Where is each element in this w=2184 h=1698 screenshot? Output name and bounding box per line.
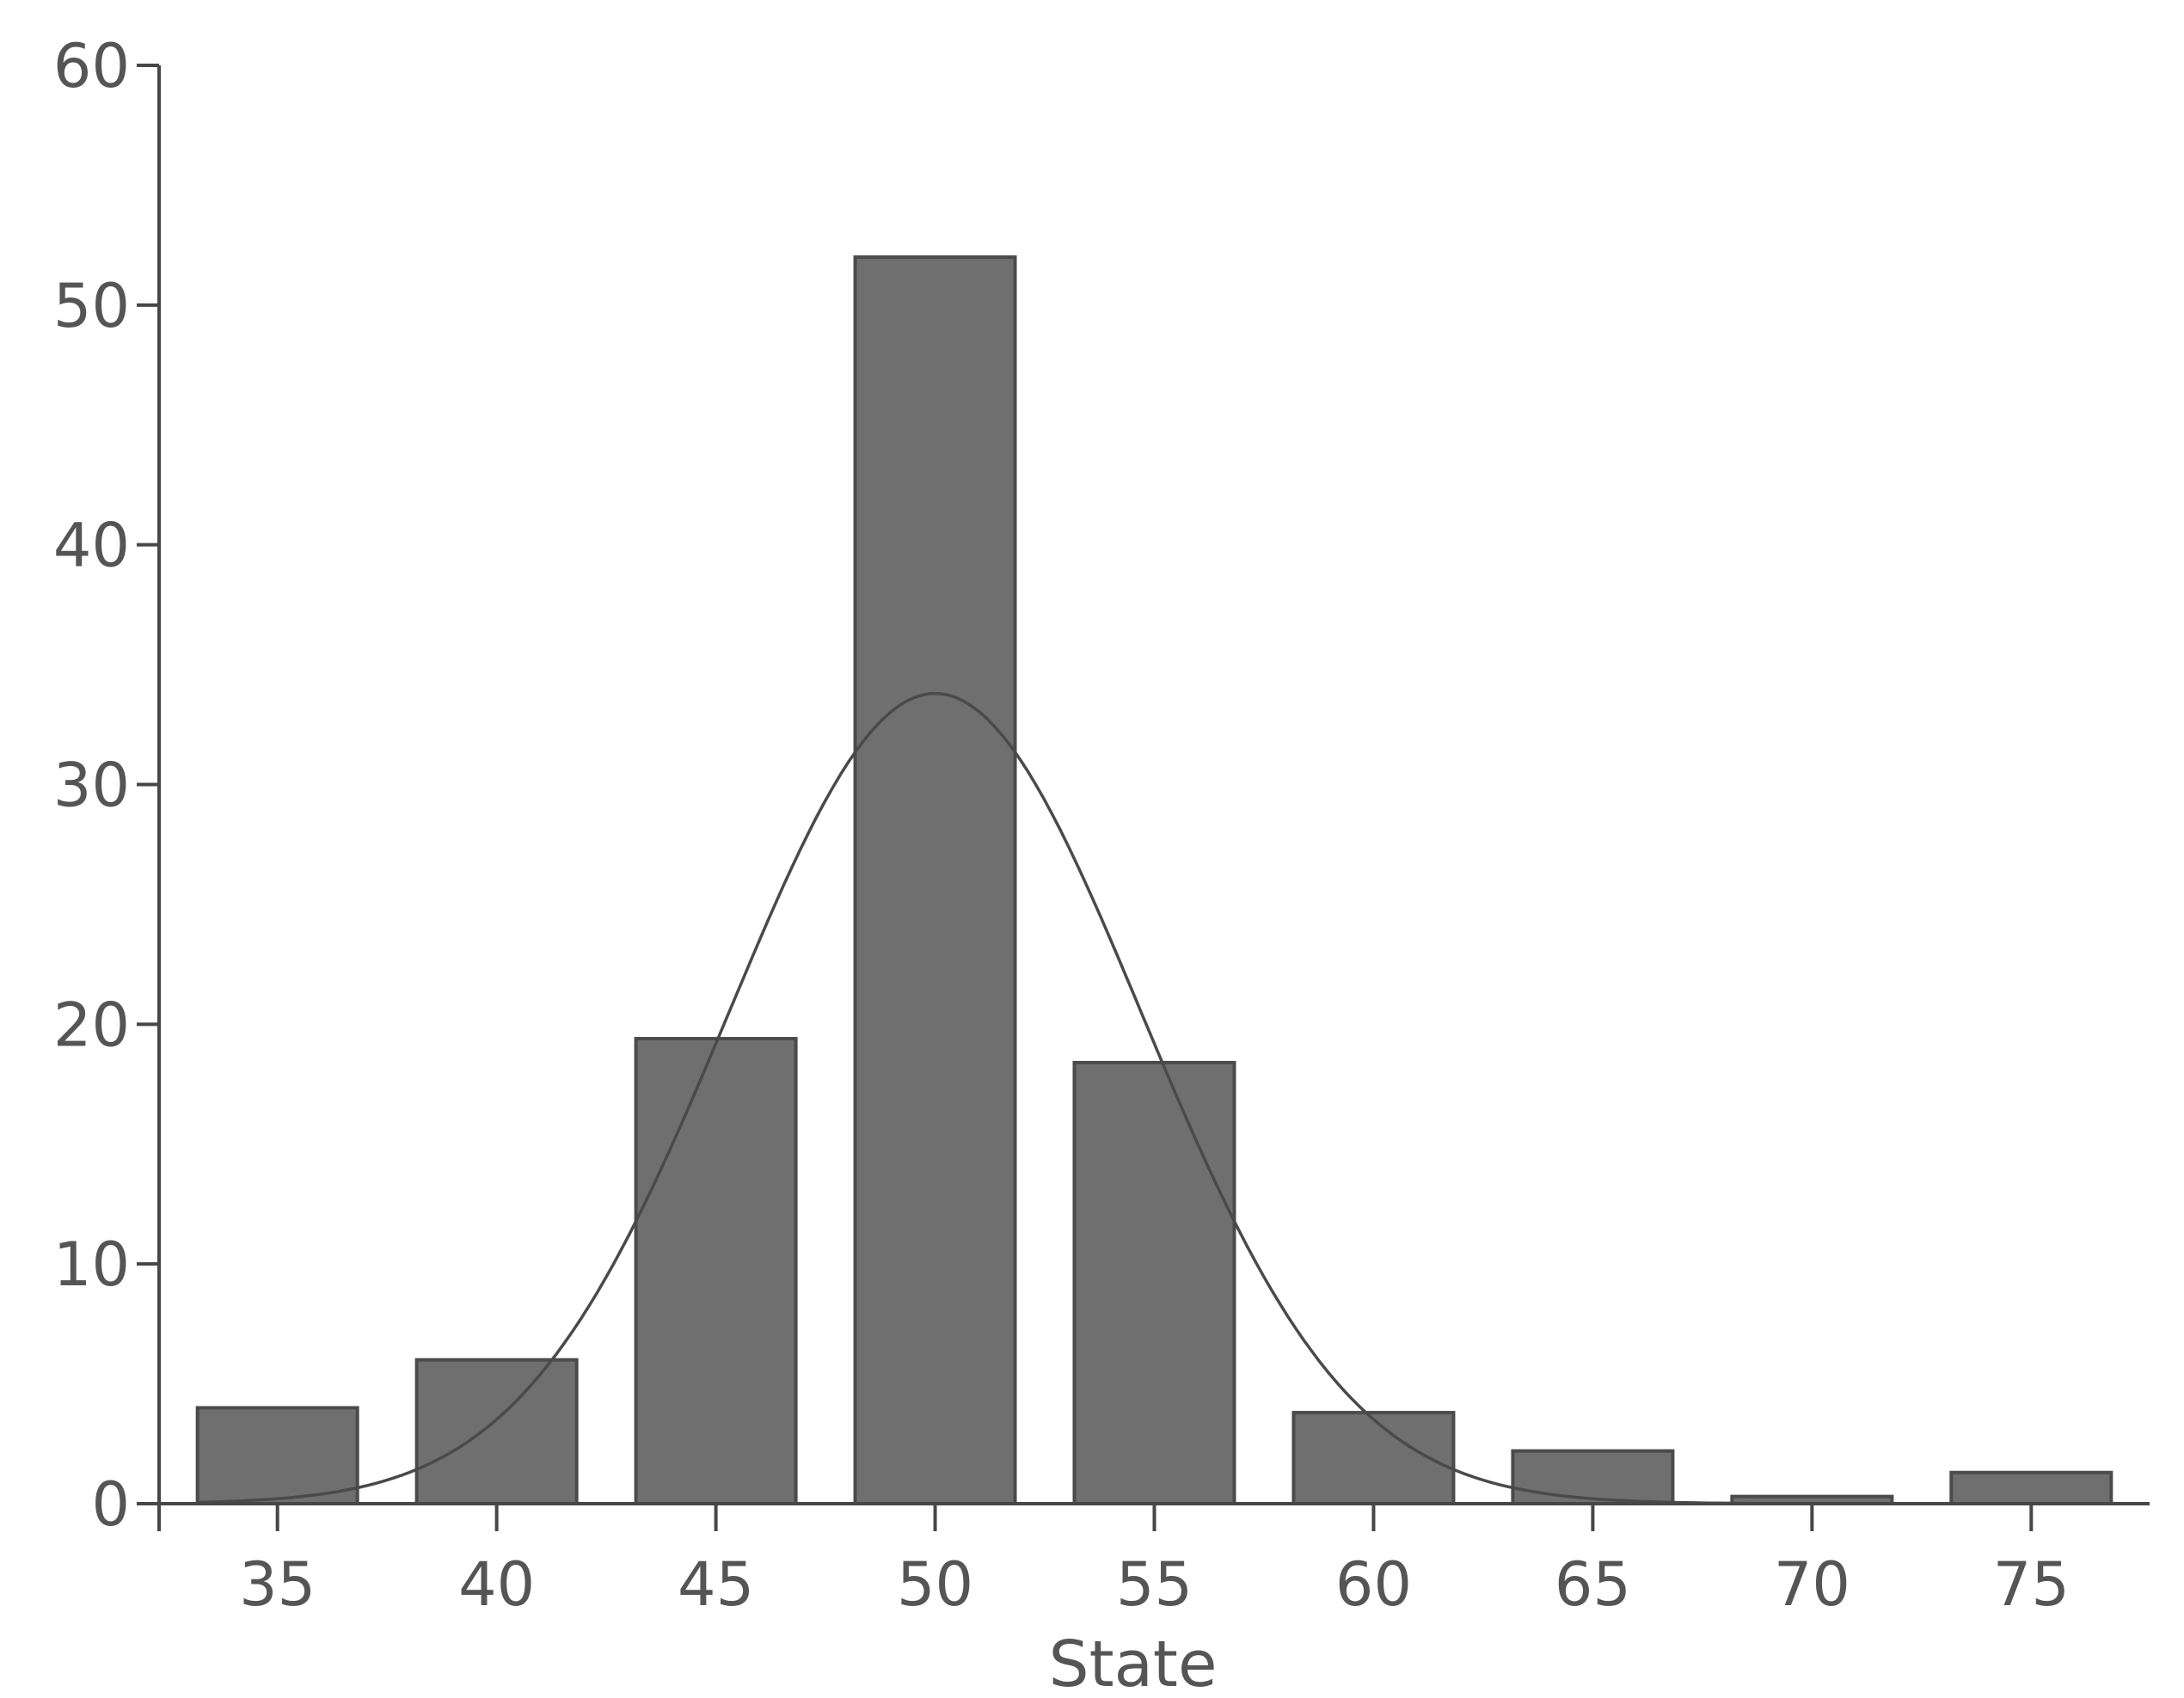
- x-tick-label-40: 40: [458, 1549, 535, 1620]
- bar-65: [1511, 1449, 1675, 1505]
- bar-75: [1949, 1470, 2113, 1506]
- y-tick-label-60: 60: [53, 31, 130, 101]
- bars-group: [195, 255, 2113, 1506]
- bar-55: [1072, 1060, 1236, 1505]
- y-tick-label-20: 20: [53, 990, 130, 1060]
- x-tick-label-45: 45: [678, 1549, 754, 1620]
- y-tick-label-40: 40: [53, 511, 130, 581]
- x-ticks-group: 35 40 45 50 55 60 65 70 75: [239, 1504, 2070, 1620]
- x-tick-label-35: 35: [239, 1549, 316, 1620]
- x-tick-label-60: 60: [1335, 1549, 1412, 1620]
- x-tick-label-75: 75: [1993, 1549, 2070, 1620]
- x-tick-label-50: 50: [897, 1549, 973, 1620]
- y-tick-label-50: 50: [53, 271, 130, 341]
- bar-35: [195, 1406, 359, 1506]
- y-tick-label-30: 30: [53, 751, 130, 821]
- x-tick-label-55: 55: [1116, 1549, 1193, 1620]
- bar-50: [853, 255, 1017, 1506]
- y-tick-label-0: 0: [91, 1469, 130, 1540]
- y-ticks-group: 0 10 20 30 40 50 60: [53, 31, 159, 1540]
- y-tick-label-10: 10: [53, 1229, 130, 1300]
- x-tick-label-70: 70: [1774, 1549, 1850, 1620]
- bar-45: [634, 1037, 798, 1505]
- x-axis-title: State: [1049, 1628, 1218, 1698]
- bar-40: [414, 1358, 579, 1505]
- x-tick-label-65: 65: [1555, 1549, 1631, 1620]
